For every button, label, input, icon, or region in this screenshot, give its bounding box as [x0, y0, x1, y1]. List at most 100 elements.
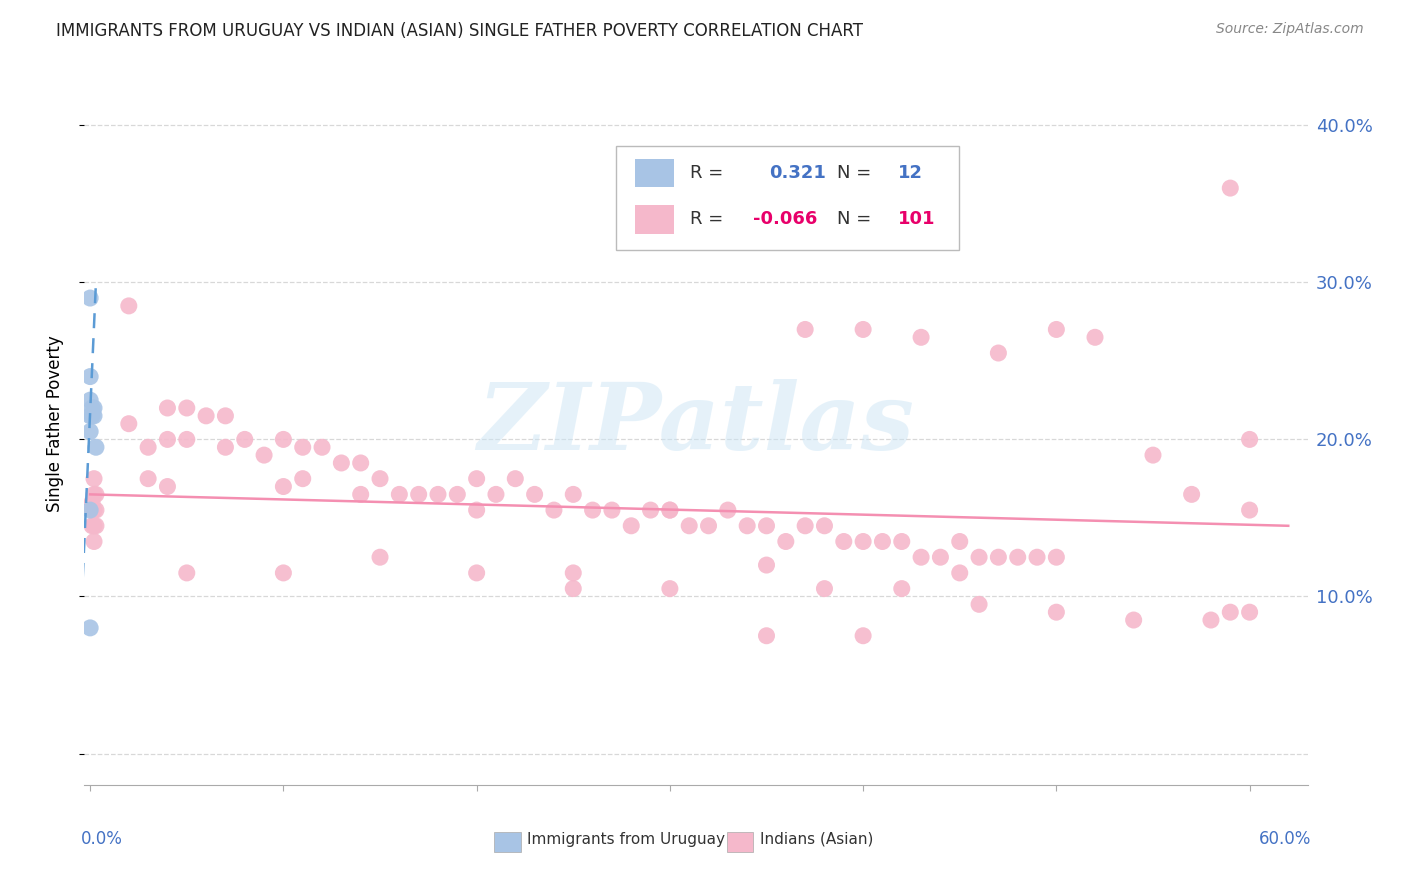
Point — [949, 534, 972, 549]
Point — [84, 487, 107, 501]
Point — [79, 369, 101, 384]
Point — [967, 550, 990, 565]
Point — [620, 518, 643, 533]
Text: Indians (Asian): Indians (Asian) — [759, 831, 873, 847]
Point — [176, 433, 198, 447]
Point — [83, 534, 105, 549]
Point — [465, 503, 488, 517]
Point — [929, 550, 952, 565]
Point — [794, 322, 817, 336]
Point — [1199, 613, 1222, 627]
Text: 101: 101 — [898, 211, 935, 228]
Point — [755, 558, 778, 572]
Point — [600, 503, 623, 517]
Point — [581, 503, 603, 517]
Point — [949, 566, 972, 580]
Point — [83, 401, 105, 415]
Point — [1045, 550, 1067, 565]
Point — [118, 299, 141, 313]
Point — [658, 582, 681, 596]
Point — [813, 518, 835, 533]
Point — [156, 401, 179, 415]
Point — [1122, 613, 1144, 627]
Point — [176, 401, 198, 415]
Point — [1239, 503, 1261, 517]
Point — [503, 472, 526, 486]
Point — [465, 566, 488, 580]
Point — [562, 566, 585, 580]
Point — [83, 472, 105, 486]
Point — [79, 621, 101, 635]
Point — [80, 495, 103, 509]
Bar — [636, 205, 673, 234]
Text: ZIPatlas: ZIPatlas — [478, 379, 914, 468]
Point — [368, 550, 391, 565]
Point — [910, 550, 932, 565]
Point — [79, 409, 101, 423]
Point — [678, 518, 700, 533]
Point — [156, 479, 179, 493]
Point — [1026, 550, 1049, 565]
Point — [543, 503, 565, 517]
Point — [446, 487, 468, 501]
Point — [658, 503, 681, 517]
Point — [291, 440, 314, 454]
Point — [233, 433, 256, 447]
Point — [79, 393, 101, 408]
Point — [79, 291, 101, 305]
FancyBboxPatch shape — [616, 145, 959, 251]
Point — [852, 534, 875, 549]
Text: IMMIGRANTS FROM URUGUAY VS INDIAN (ASIAN) SINGLE FATHER POVERTY CORRELATION CHAR: IMMIGRANTS FROM URUGUAY VS INDIAN (ASIAN… — [56, 22, 863, 40]
Text: 60.0%: 60.0% — [1258, 830, 1312, 848]
Point — [195, 409, 218, 423]
Text: Source: ZipAtlas.com: Source: ZipAtlas.com — [1216, 22, 1364, 37]
Point — [1045, 322, 1067, 336]
Point — [80, 518, 103, 533]
Point — [1219, 181, 1241, 195]
Text: -0.066: -0.066 — [754, 211, 818, 228]
Point — [80, 409, 103, 423]
Point — [84, 440, 107, 454]
Point — [523, 487, 546, 501]
Point — [156, 433, 179, 447]
Point — [84, 518, 107, 533]
Point — [83, 487, 105, 501]
Point — [427, 487, 450, 501]
Point — [330, 456, 353, 470]
Point — [311, 440, 333, 454]
Point — [1007, 550, 1029, 565]
Point — [79, 425, 101, 439]
Point — [408, 487, 430, 501]
Point — [1239, 605, 1261, 619]
Point — [350, 487, 373, 501]
Point — [368, 472, 391, 486]
Point — [291, 472, 314, 486]
Point — [1239, 433, 1261, 447]
Point — [273, 479, 295, 493]
Point — [890, 582, 912, 596]
Point — [755, 629, 778, 643]
Point — [735, 518, 758, 533]
Point — [1142, 448, 1164, 462]
Point — [388, 487, 411, 501]
Point — [485, 487, 508, 501]
Bar — [727, 832, 754, 852]
Point — [273, 566, 295, 580]
Point — [136, 472, 159, 486]
Point — [214, 409, 236, 423]
Point — [640, 503, 662, 517]
Text: R =: R = — [690, 164, 723, 182]
Point — [273, 433, 295, 447]
Point — [80, 401, 103, 415]
Text: 0.0%: 0.0% — [80, 830, 122, 848]
Point — [852, 322, 875, 336]
Point — [832, 534, 855, 549]
Text: N =: N = — [837, 164, 870, 182]
Text: R =: R = — [690, 211, 723, 228]
Point — [987, 550, 1010, 565]
Point — [214, 440, 236, 454]
Bar — [494, 832, 522, 852]
Point — [794, 518, 817, 533]
Point — [562, 582, 585, 596]
Point — [717, 503, 740, 517]
